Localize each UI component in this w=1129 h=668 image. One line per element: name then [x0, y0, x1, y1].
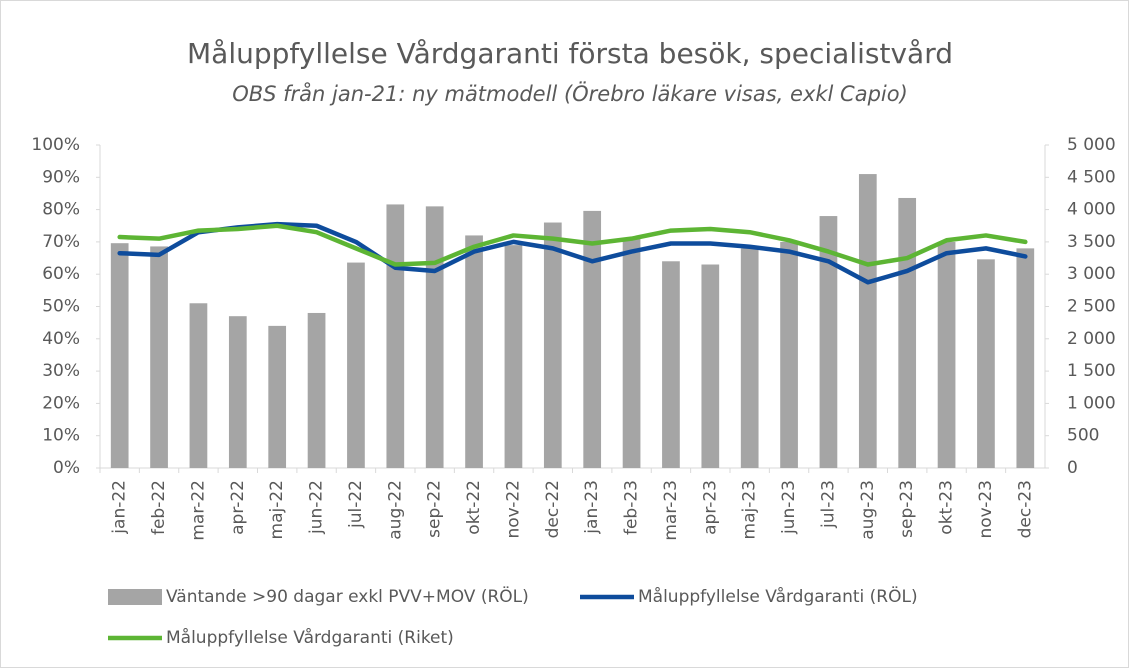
x-tick-label: jun-22 — [307, 480, 327, 535]
x-tick-label: apr-23 — [700, 480, 720, 535]
yticks-label: 90% — [42, 167, 80, 187]
x-tick-label: mar-22 — [188, 480, 208, 541]
bar — [1016, 248, 1035, 468]
bar — [268, 325, 287, 468]
legend-label: Måluppfyllelse Vårdgaranti (RÖL) — [638, 585, 918, 607]
yticks-label: 30% — [42, 361, 80, 381]
x-tick-label: apr-22 — [228, 480, 248, 535]
x-tick-label: jul-23 — [818, 480, 838, 529]
bar — [898, 197, 917, 469]
x-tick-label: sep-23 — [897, 480, 917, 538]
legend-label: Väntande >90 dagar exkl PVV+MOV (RÖL) — [166, 585, 529, 607]
x-tick-label: jan-23 — [582, 480, 602, 535]
y2ticks-label: 4 500 — [1067, 167, 1116, 187]
bar — [937, 241, 956, 468]
x-tick-label: sep-22 — [425, 480, 445, 538]
bar — [701, 264, 720, 468]
y2ticks-label: 1 500 — [1067, 361, 1116, 381]
bar — [780, 241, 798, 468]
x-tick-label: feb-22 — [149, 480, 169, 535]
x-tick-label: maj-22 — [267, 480, 287, 539]
x-tick-label: jan-22 — [110, 480, 130, 535]
y2ticks-label: 4 000 — [1067, 200, 1116, 220]
x-tick-label: dec-22 — [543, 480, 563, 538]
bar — [543, 222, 562, 468]
bar — [189, 303, 208, 468]
yticks-label: 100% — [31, 135, 80, 155]
yticks-label: 10% — [42, 426, 80, 446]
line — [117, 223, 1028, 267]
bar — [347, 262, 365, 468]
x-tick-label: nov-23 — [976, 480, 996, 539]
x-tick-label: jul-22 — [346, 480, 366, 529]
x-tick-label: maj-23 — [740, 480, 760, 539]
y2ticks-label: 5 000 — [1067, 135, 1116, 155]
bar — [150, 246, 168, 468]
yticks-label: 70% — [42, 232, 80, 252]
yticks-label: 0% — [53, 458, 80, 478]
bar — [622, 238, 641, 468]
bar — [819, 216, 838, 468]
chart-title: Måluppfyllelse Vårdgaranti första besök,… — [187, 37, 953, 70]
bar — [228, 316, 247, 468]
bar — [386, 204, 405, 468]
bar — [465, 235, 483, 468]
bar — [583, 210, 602, 468]
bar — [662, 261, 680, 468]
y2ticks-label: 2 000 — [1067, 329, 1116, 349]
x-tick-label: feb-23 — [622, 480, 642, 535]
yticks-label: 80% — [42, 200, 80, 220]
x-tick-label: okt-23 — [937, 480, 957, 535]
y2ticks-label: 2 500 — [1067, 297, 1116, 317]
yticks-label: 60% — [42, 264, 80, 284]
y2ticks-label: 0 — [1067, 458, 1078, 478]
y2ticks-label: 3 000 — [1067, 264, 1116, 284]
yticks-label: 20% — [42, 393, 80, 413]
chart-subtitle: OBS från jan-21: ny mätmodell (Örebro lä… — [232, 81, 908, 106]
bar — [425, 206, 444, 468]
y2ticks-label: 3 500 — [1067, 232, 1116, 252]
yticks-label: 40% — [42, 329, 80, 349]
y2ticks-label: 500 — [1067, 426, 1099, 446]
y2ticks-label: 1 000 — [1067, 393, 1116, 413]
x-tick-label: aug-23 — [858, 480, 878, 540]
x-tick-label: aug-22 — [385, 480, 405, 540]
x-tick-label: mar-23 — [661, 480, 681, 541]
x-tick-label: dec-23 — [1015, 480, 1035, 538]
legend-swatch — [108, 589, 162, 605]
yticks-label: 50% — [42, 297, 80, 317]
x-tick-label: jun-23 — [779, 480, 799, 535]
legend-label: Måluppfyllelse Vårdgaranti (Riket) — [166, 627, 454, 648]
x-tick-label: nov-22 — [503, 480, 523, 539]
bar — [504, 245, 523, 468]
bar — [858, 174, 877, 468]
bar — [977, 259, 995, 468]
bar — [307, 312, 326, 468]
bar — [740, 248, 759, 468]
x-tick-label: okt-22 — [464, 480, 484, 535]
bar — [110, 243, 129, 468]
